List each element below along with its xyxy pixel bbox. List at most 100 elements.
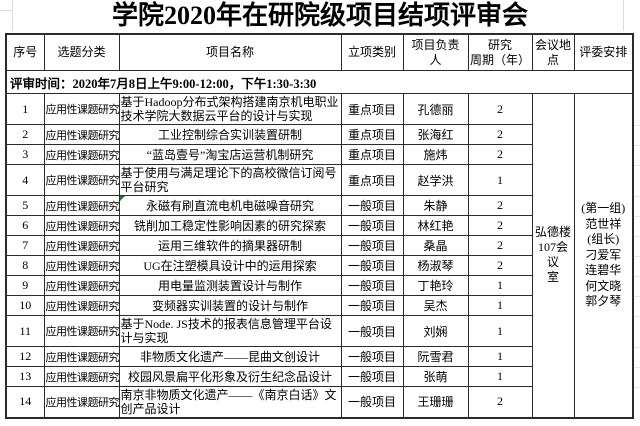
spreadsheet-gridline — [634, 387, 640, 388]
cell-project-leader: 丁艳玲 — [402, 275, 469, 296]
cell-research-period: 1 — [467, 275, 533, 296]
spreadsheet-gridline — [634, 196, 640, 197]
cell-project-leader: 施炜 — [402, 144, 469, 165]
cell-project-type: 一般项目 — [340, 295, 404, 316]
column-header: 研究 周期（年） — [467, 33, 533, 71]
cell-research-period: 2 — [467, 386, 533, 418]
cell-project-leader: 赵学洪 — [402, 164, 469, 196]
cell-project-leader: 王珊珊 — [402, 386, 469, 418]
judge-name: 刁爱军 — [585, 247, 622, 262]
cell-project-type: 一般项目 — [340, 195, 404, 216]
judge-name: 郭夕琴 — [585, 294, 622, 308]
judge-name: 连碧华 — [585, 263, 622, 277]
meeting-location-cell: 弘德楼 107会议 室 — [531, 93, 575, 418]
cell-research-period: 2 — [467, 215, 533, 236]
table-row: 4 应用性课题研究 基于使用与满足理论下的高校微信订阅号平台研究 重点项目 赵学… — [5, 164, 633, 196]
table-row: 1 应用性课题研究 基于Hadoop分布式架构搭建南京机电职业技术学院大数据云平… — [5, 93, 634, 418]
cell-research-period: 2 — [467, 255, 533, 276]
cell-project-name: UG在注塑模具设计中的运用探索 — [118, 255, 342, 276]
cell-project-name: 永磁有刷直流电机电磁噪音研究 — [118, 195, 342, 216]
cell-row-number: 5 — [5, 195, 45, 216]
cell-project-name: 基于Node. JS技术的报表信息管理平台设计与实现 — [118, 315, 342, 347]
judge-name: 范世祥 — [585, 216, 622, 231]
cell-project-type: 一般项目 — [340, 275, 404, 296]
cell-project-type: 一般项目 — [340, 315, 404, 347]
spreadsheet-gridline — [634, 316, 640, 317]
cell-project-leader: 朱静 — [402, 195, 469, 216]
cell-project-name: “蓝岛壹号”淘宝店运营机制研究 — [118, 144, 342, 165]
table-header-row: 序号 选题分类 项目名称 立项类别 项目负责 人研究 周期（年） 会议地 点评委安排 — [5, 33, 634, 71]
table-row: 10 应用性课题研究 变频器实训装置的设计与制作 一般项目 吴杰 1 — [5, 295, 633, 316]
column-header: 选题分类 — [43, 33, 120, 71]
column-header: 序号 — [5, 33, 45, 71]
cell-project-leader: 吴杰 — [402, 295, 469, 316]
spreadsheet-gridline — [0, 10, 12, 11]
cell-research-period: 2 — [467, 195, 533, 216]
cell-research-period: 1 — [467, 295, 533, 316]
cell-research-period: 1 — [467, 315, 533, 347]
cell-topic-category: 应用性课题研究 — [43, 386, 120, 418]
cell-row-number: 8 — [5, 255, 45, 276]
cell-row-number: 9 — [5, 275, 45, 296]
table-row: 14 应用性课题研究 南京非物质文化遗产——《南京白话》文创产品设计 一般项目 … — [5, 386, 633, 418]
cell-topic-category: 应用性课题研究 — [43, 255, 120, 276]
cell-row-number: 7 — [5, 235, 45, 256]
column-header: 会议地 点 — [531, 33, 575, 71]
column-header: 评委安排 — [573, 33, 634, 71]
cell-project-type: 重点项目 — [340, 144, 404, 165]
cell-project-name: 变频器实训装置的设计与制作 — [118, 295, 342, 316]
cell-topic-category: 应用性课题研究 — [43, 346, 120, 367]
cell-topic-category: 应用性课题研究 — [43, 144, 120, 165]
column-header: 立项类别 — [340, 33, 404, 71]
cell-project-leader: 林红艳 — [402, 215, 469, 236]
table-row: 3 应用性课题研究 “蓝岛壹号”淘宝店运营机制研究 重点项目 施炜 2 — [5, 144, 633, 165]
cell-row-number: 14 — [5, 386, 45, 418]
spreadsheet-gridline — [634, 216, 640, 217]
cell-topic-category: 应用性课题研究 — [43, 93, 120, 125]
column-header: 项目负责 人 — [402, 33, 469, 71]
cell-row-number: 4 — [5, 164, 45, 196]
cell-row-number: 12 — [5, 346, 45, 367]
spreadsheet-gridline — [634, 145, 640, 146]
cell-project-type: 一般项目 — [340, 255, 404, 276]
cell-research-period: 1 — [467, 164, 533, 196]
cell-research-period: 2 — [467, 235, 533, 256]
review-time-row: 评审时间：2020年7月8日上午9:00-12:00，下午1:30-3:30 — [5, 70, 634, 94]
cell-project-type: 重点项目 — [340, 164, 404, 196]
cell-project-leader: 张萌 — [402, 366, 469, 387]
spreadsheet-gridline — [12, 0, 13, 31]
spreadsheet-gridline — [634, 347, 640, 348]
cell-project-leader: 孔德丽 — [402, 93, 469, 125]
cell-project-name: 基于使用与满足理论下的高校微信订阅号平台研究 — [118, 164, 342, 196]
cell-project-type: 一般项目 — [340, 366, 404, 387]
cell-project-name: 工业控制综合实训装置研制 — [118, 124, 342, 145]
cell-project-type: 一般项目 — [340, 386, 404, 418]
table-row: 8 应用性课题研究 UG在注塑模具设计中的运用探索 一般项目 杨淑琴 2 — [5, 255, 633, 276]
cell-topic-category: 应用性课题研究 — [43, 164, 120, 196]
spreadsheet-gridline — [623, 0, 624, 31]
judge-name: (第一组) — [581, 201, 626, 215]
cell-row-number: 6 — [5, 215, 45, 236]
spreadsheet-gridline — [634, 125, 640, 126]
cell-row-number: 10 — [5, 295, 45, 316]
table-row: 5 应用性课题研究 永磁有刷直流电机电磁噪音研究 一般项目 朱静 2 — [5, 195, 633, 216]
cell-project-name: 铣削加工稳定性影响因素的研究探索 — [118, 215, 342, 236]
table-row: 9 应用性课题研究 用电量监测装置设计与制作 一般项目 丁艳玲 1 — [5, 275, 633, 296]
cell-row-number: 2 — [5, 124, 45, 145]
cell-project-type: 重点项目 — [340, 93, 404, 125]
column-header: 项目名称 — [118, 33, 342, 71]
cell-project-leader: 张海红 — [402, 124, 469, 145]
table-row: 7 应用性课题研究 运用三维软件的摘果器研制 一般项目 桑晶 2 — [5, 235, 633, 256]
cell-topic-category: 应用性课题研究 — [43, 215, 120, 236]
cell-project-name: 南京非物质文化遗产——《南京白话》文创产品设计 — [118, 386, 342, 418]
cell-topic-category: 应用性课题研究 — [43, 195, 120, 216]
cell-topic-category: 应用性课题研究 — [43, 366, 120, 387]
cell-research-period: 2 — [467, 93, 533, 125]
page-title: 学院2020年在研院级项目结项评审会 — [111, 1, 528, 30]
cell-project-type: 一般项目 — [340, 235, 404, 256]
spreadsheet-gridline — [634, 276, 640, 277]
cell-project-type: 重点项目 — [340, 124, 404, 145]
cell-project-leader: 杨淑琴 — [402, 255, 469, 276]
project-table-body: 1 应用性课题研究 基于Hadoop分布式架构搭建南京机电职业技术学院大数据云平… — [5, 93, 634, 418]
